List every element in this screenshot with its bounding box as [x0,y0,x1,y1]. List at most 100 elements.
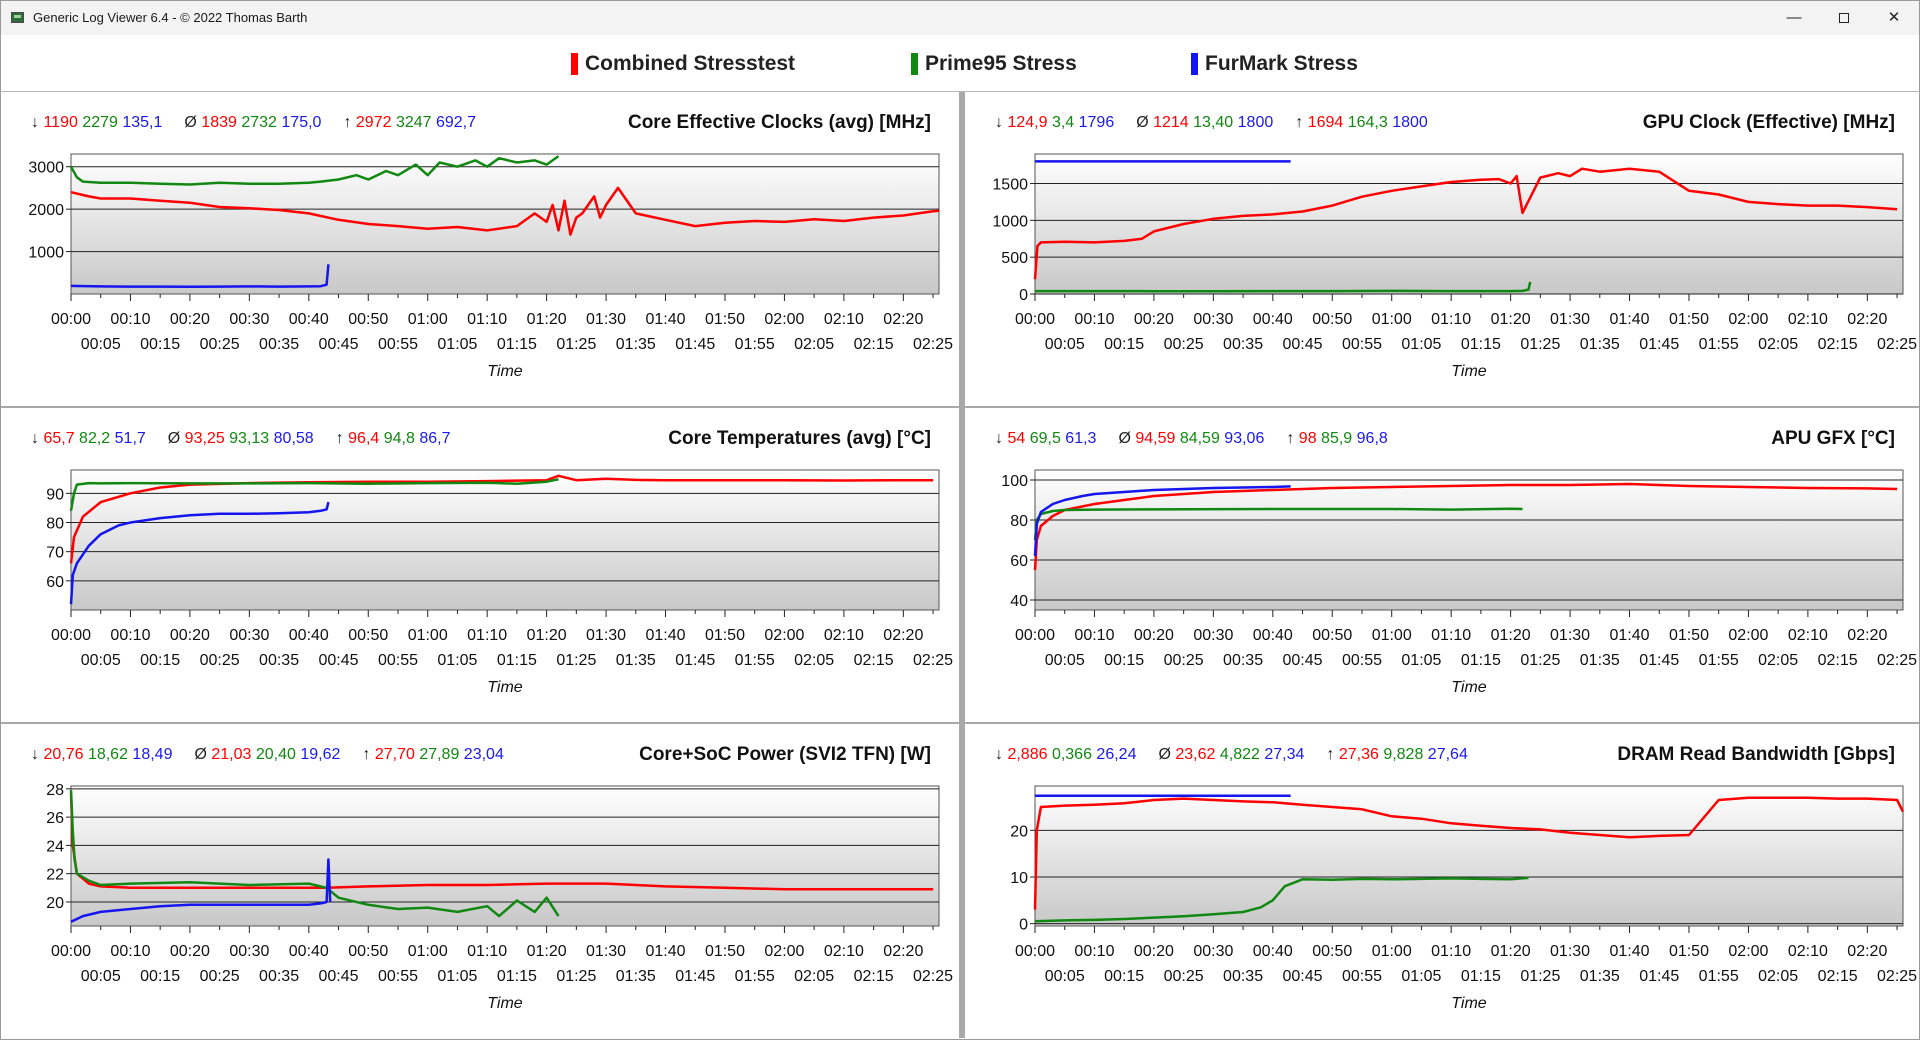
x-tick-label: 00:00 [51,311,91,328]
chart-panel-apu-gfx[interactable]: ↓ 54 69,5 61,3 Ø 94,59 84,59 93,06 ↑ 98 85… [965,408,1920,722]
close-button[interactable]: ✕ [1887,9,1901,26]
x-tick-label: 01:15 [497,336,537,353]
x-tick-label: 01:05 [1401,652,1441,669]
stat-value: 82,2 [79,430,115,447]
x-tick-label: 01:15 [1461,968,1501,985]
stats-min: ↓ 1190 2279 135,1 [31,114,162,131]
stat-value: 54 [1007,430,1030,447]
x-tick-label: 01:45 [675,336,715,353]
x-tick-label: 01:05 [437,968,477,985]
x-tick-label: 01:20 [1491,943,1531,960]
stats-avg: Ø 23,62 4,822 27,34 [1158,746,1304,763]
x-tick-label: 00:40 [1253,627,1293,644]
stat-value: 3,4 [1051,114,1079,131]
x-tick-label: 01:30 [586,943,626,960]
legend-swatch-prime95 [911,53,918,75]
x-tick-label: 01:55 [1699,652,1739,669]
line-chart[interactable]: 20 22 24 26 28 00:00 00:10 00:20 00:30 00:40 00:50… [1,724,959,1038]
arrow-up-icon: ↑ [1286,430,1299,447]
x-tick-label: 01:30 [1550,943,1590,960]
x-tick-label: 02:10 [1788,627,1828,644]
stat-value: 96,8 [1356,430,1388,447]
series-line-furmark [70,858,332,923]
chart-panel-core-clocks[interactable]: ↓ 1190 2279 135,1 Ø 1839 2732 175,0 ↑ 2972… [1,92,959,406]
x-tick-label: 00:05 [81,652,121,669]
x-tick-label: 02:15 [854,336,894,353]
chart-panel-core-soc-power[interactable]: ↓ 20,76 18,62 18,49 Ø 21,03 20,40 19,62 ↑ … [1,724,959,1038]
legend-bar: Combined Stresstest Prime95 Stress FurMa… [1,36,1919,92]
chart-title: Core Effective Clocks (avg) [MHz] [627,112,931,133]
x-tick-label: 01:35 [1580,968,1620,985]
stat-value: 124,9 [1007,114,1052,131]
x-tick-label: 00:30 [1193,627,1233,644]
minimize-button[interactable]: — [1786,9,1802,26]
x-tick-label: 01:45 [675,652,715,669]
x-tick-label: 00:40 [289,627,329,644]
x-tick-label: 01:40 [645,943,685,960]
arrow-down-icon: ↓ [995,430,1008,447]
x-tick-label: 02:05 [1758,336,1798,353]
x-tick-label: 01:40 [1609,943,1649,960]
stat-value: 3247 [395,114,436,131]
x-tick-label: 01:55 [735,336,775,353]
line-chart[interactable]: 40 60 80 100 00:00 00:10 00:20 00:30 00:40 00:50 0… [965,408,1920,722]
x-tick-label: 01:05 [437,652,477,669]
stat-value: 9,828 [1383,746,1428,763]
title-bar[interactable]: Generic Log Viewer 6.4 - © 2022 Thomas B… [1,1,1919,35]
x-tick-label: 01:40 [645,311,685,328]
stat-value: 84,59 [1179,430,1225,447]
stat-value: 26,24 [1096,746,1137,763]
y-tick-label: 1000 [28,245,64,262]
x-tick-label: 00:45 [319,968,359,985]
stat-value: 4,822 [1219,746,1265,763]
maximize-button[interactable] [1821,1,1867,35]
x-tick-label: 00:20 [1134,311,1174,328]
chart-panel-core-temps[interactable]: ↓ 65,7 82,2 51,7 Ø 93,25 93,13 80,58 ↑ 96,… [1,408,959,722]
chart-panel-gpu-clock[interactable]: ↓ 124,9 3,4 1796 Ø 1214 13,40 1800 ↑ 1694 … [965,92,1920,406]
x-tick-label: 00:25 [1164,652,1204,669]
maximize-icon [1839,13,1849,24]
y-tick-label: 0 [1019,917,1028,934]
stats-summary: ↓ 54 69,5 61,3 Ø 94,59 84,59 93,06 ↑ 98 85… [995,430,1410,448]
stats-min: ↓ 54 69,5 61,3 [995,430,1096,447]
x-tick-label: 00:45 [1283,336,1323,353]
stat-value: 1839 [201,114,242,131]
x-tick-label: 00:20 [1134,943,1174,960]
series-line-combined [1033,482,1898,571]
x-tick-label: 02:15 [854,652,894,669]
x-tick-label: 01:20 [527,943,567,960]
x-tick-label: 02:10 [824,311,864,328]
x-tick-label: 00:30 [229,311,269,328]
line-chart[interactable]: 0 10 20 00:00 00:10 00:20 00:30 00:40 00:50 01:00… [965,724,1920,1038]
stat-value: 2972 [355,114,396,131]
stats-max: ↑ 98 85,9 96,8 [1286,430,1387,447]
line-chart[interactable]: 1000 2000 3000 00:00 00:10 00:20 00:30 00:40 00:… [1,92,959,406]
x-tick-label: 00:35 [259,652,299,669]
chart-panel-dram-bandwidth[interactable]: ↓ 2,886 0,366 26,24 Ø 23,62 4,822 27,34 ↑ … [965,724,1920,1038]
x-tick-label: 02:00 [1728,943,1768,960]
x-tick-label: 01:10 [467,943,507,960]
stats-min: ↓ 20,76 18,62 18,49 [31,746,172,763]
series-line-prime95 [1034,876,1529,923]
x-tick-label: 00:15 [140,336,180,353]
x-tick-label: 00:55 [378,652,418,669]
x-tick-label: 00:50 [348,627,388,644]
x-tick-label: 00:15 [1104,968,1144,985]
stats-min: ↓ 2,886 0,366 26,24 [995,746,1136,763]
x-tick-label: 00:00 [1015,311,1055,328]
line-chart[interactable]: 60 70 80 90 00:00 00:10 00:20 00:30 00:40 00:50 01… [1,408,959,722]
x-tick-label: 00:15 [1104,652,1144,669]
series-line-prime95 [1035,281,1532,293]
x-tick-label: 01:45 [675,968,715,985]
stat-value: 80,58 [273,430,314,447]
average-icon: Ø [167,430,185,447]
x-tick-label: 01:10 [1431,943,1471,960]
x-tick-label: 01:30 [586,627,626,644]
average-icon: Ø [1118,430,1136,447]
x-tick-label: 00:25 [1164,336,1204,353]
x-tick-label: 01:10 [1431,627,1471,644]
line-chart[interactable]: 0 500 1000 1500 00:00 00:10 00:20 00:30 00:40 00:… [965,92,1920,406]
chart-grid: ↓ 1190 2279 135,1 Ø 1839 2732 175,0 ↑ 2972… [1,92,1919,1038]
stat-value: 1694 [1307,114,1348,131]
stat-value: 0,366 [1051,746,1097,763]
